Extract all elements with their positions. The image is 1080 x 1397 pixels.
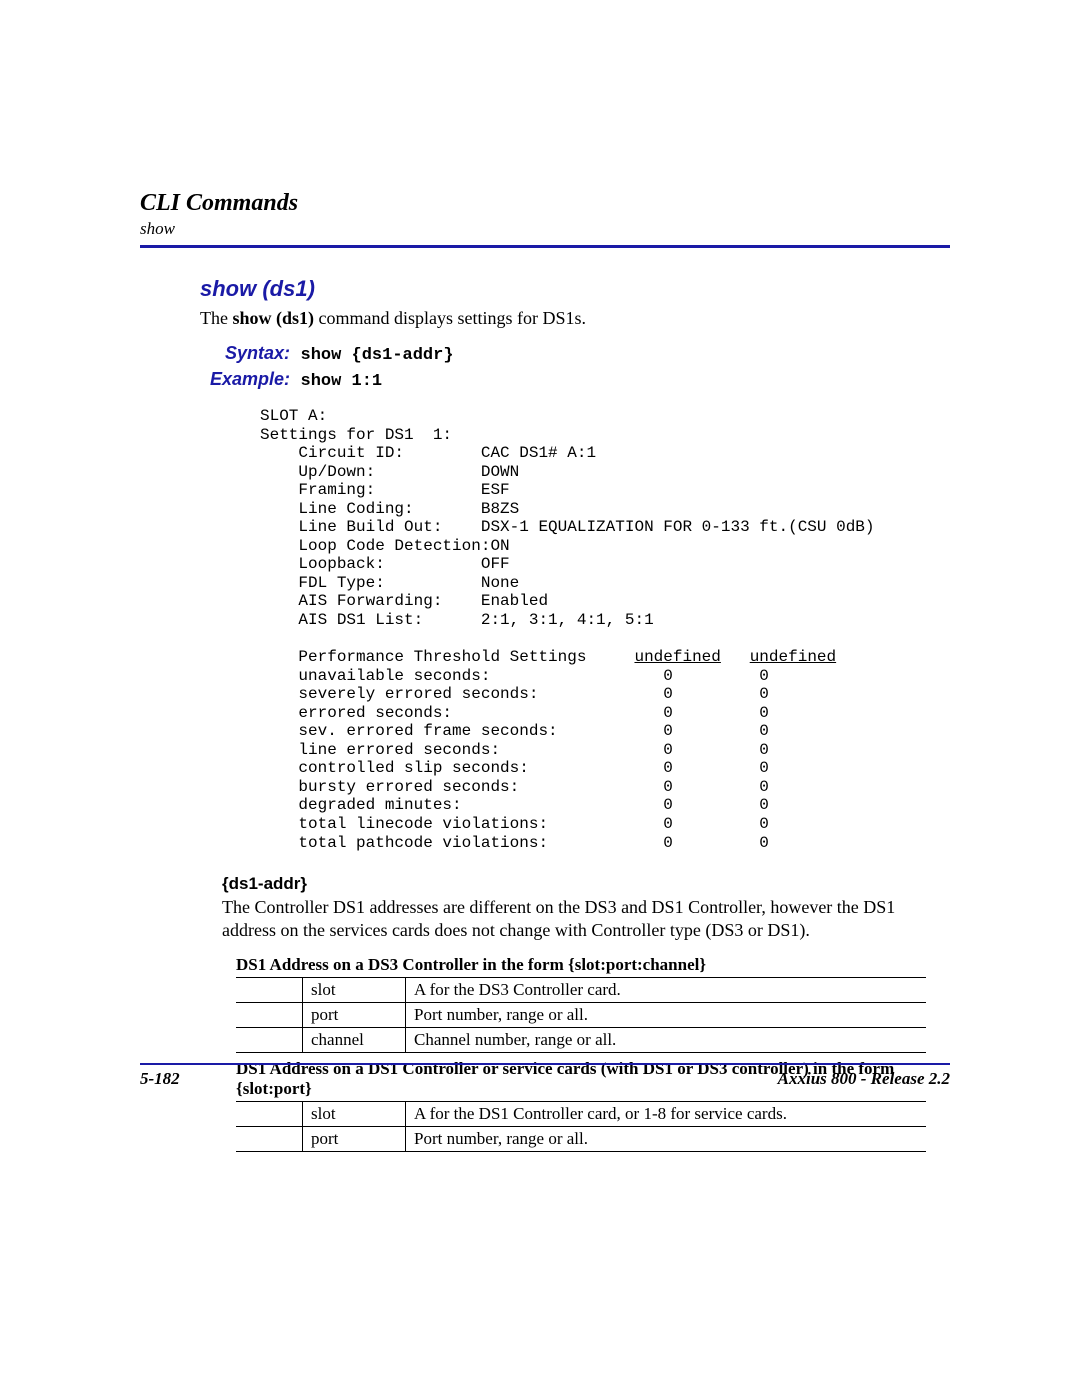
syntax-line: Syntax: show {ds1-addr} [200, 343, 950, 365]
section-heading: show (ds1) [200, 276, 950, 302]
footer-rule [140, 1063, 950, 1065]
table-row: portPort number, range or all. [236, 1003, 926, 1028]
page: CLI Commands show show (ds1) The show (d… [0, 0, 1080, 1397]
chapter-title: CLI Commands [140, 190, 950, 217]
param-heading: {ds1-addr} [222, 874, 950, 894]
table-cell-key: slot [303, 1102, 406, 1127]
header-rule [140, 245, 950, 248]
page-number: 5-182 [140, 1069, 180, 1089]
table-cell-desc: A for the DS1 Controller card, or 1-8 fo… [406, 1102, 927, 1127]
table-cell-desc: A for the DS3 Controller card. [406, 978, 927, 1003]
terminal-output: SLOT A: Settings for DS1 1: Circuit ID: … [260, 407, 950, 852]
table-cell-desc: Port number, range or all. [406, 1127, 927, 1152]
table-row: slotA for the DS1 Controller card, or 1-… [236, 1102, 926, 1127]
page-footer: 5-182 Axxius 800 - Release 2.2 [140, 1063, 950, 1089]
table-row: channelChannel number, range or all. [236, 1028, 926, 1053]
table-cell-gap [236, 1127, 303, 1152]
table-cell-key: port [303, 1003, 406, 1028]
intro-cmd: show (ds1) [232, 308, 314, 328]
syntax-label: Syntax: [200, 343, 290, 364]
table-cell-key: port [303, 1127, 406, 1152]
example-label: Example: [200, 369, 290, 390]
table-row: slotA for the DS3 Controller card. [236, 978, 926, 1003]
table-cell-gap [236, 1003, 303, 1028]
table2: slotA for the DS1 Controller card, or 1-… [236, 1101, 926, 1152]
section-intro: The show (ds1) command displays settings… [200, 308, 950, 329]
example-value: show 1:1 [301, 372, 383, 391]
intro-pre: The [200, 308, 232, 328]
example-line: Example: show 1:1 [200, 369, 950, 391]
table-cell-key: slot [303, 978, 406, 1003]
product-release: Axxius 800 - Release 2.2 [778, 1069, 950, 1089]
table-cell-gap [236, 978, 303, 1003]
table-cell-desc: Port number, range or all. [406, 1003, 927, 1028]
param-description: The Controller DS1 addresses are differe… [222, 896, 950, 941]
syntax-value: show {ds1-addr} [301, 346, 454, 365]
table1: slotA for the DS3 Controller card.portPo… [236, 977, 926, 1053]
table-cell-key: channel [303, 1028, 406, 1053]
table-row: portPort number, range or all. [236, 1127, 926, 1152]
intro-post: command displays settings for DS1s. [314, 308, 586, 328]
chapter-subtitle: show [140, 219, 950, 239]
table-cell-gap [236, 1028, 303, 1053]
table1-caption: DS1 Address on a DS3 Controller in the f… [236, 955, 950, 975]
table-cell-desc: Channel number, range or all. [406, 1028, 927, 1053]
table-cell-gap [236, 1102, 303, 1127]
